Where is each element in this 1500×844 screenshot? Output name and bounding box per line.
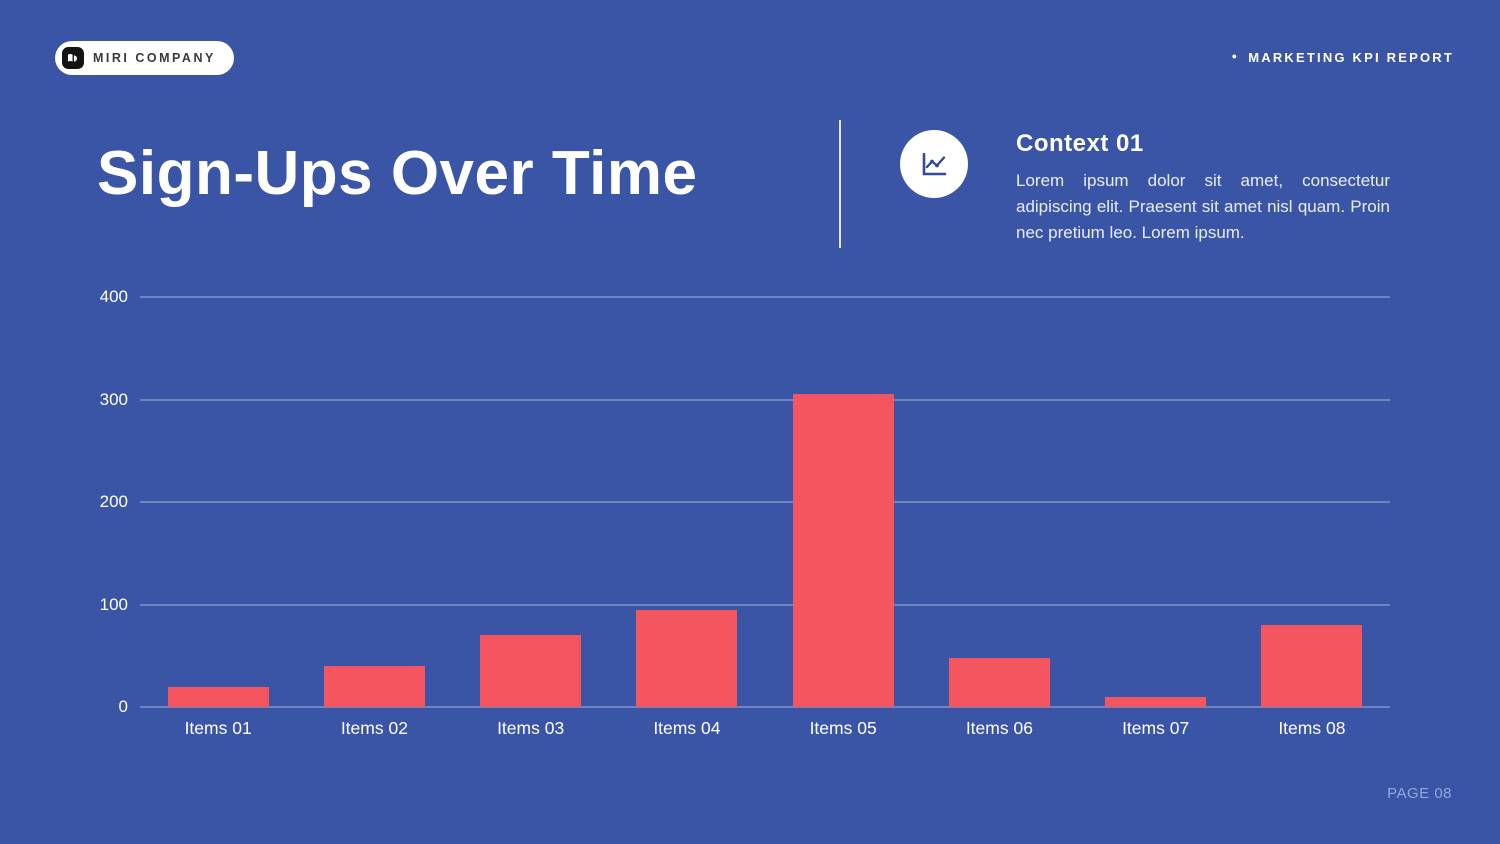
y-tick-label: 400 — [99, 287, 128, 306]
signups-bar-chart: 0 100 200 300 400 Items 01 Items 02 Items 03 It… — [100, 287, 1390, 739]
x-tick-label: Items 02 — [340, 718, 408, 738]
page-number: PAGE 08 — [1387, 785, 1452, 802]
line-chart-icon — [922, 152, 947, 176]
report-label-text: MARKETING KPI REPORT — [1248, 50, 1454, 65]
logo-text: MIRI COMPANY — [93, 51, 216, 65]
bar-slot — [140, 297, 296, 707]
plot-area: 0 100 200 300 400 — [100, 287, 1390, 716]
bar-items-07 — [1105, 696, 1207, 707]
x-tick-label: Items 07 — [1122, 718, 1190, 738]
bar-items-03 — [480, 635, 582, 707]
x-tick-label: Items 06 — [965, 718, 1033, 738]
chart-icon-badge — [900, 130, 968, 198]
bar-slot — [921, 297, 1077, 707]
bar-slot — [1234, 297, 1390, 707]
y-tick-label: 300 — [99, 389, 128, 409]
y-tick-label: 100 — [99, 594, 128, 614]
gridline-400 — [140, 296, 1390, 298]
bar-items-06 — [948, 657, 1050, 707]
y-tick-label: 200 — [99, 492, 128, 511]
report-label: ● MARKETING KPI REPORT — [1232, 50, 1454, 65]
context-body: Lorem ipsum dolor sit amet, consectetur … — [1016, 171, 1390, 242]
bar-slot — [765, 297, 921, 707]
x-axis-labels: Items 01 Items 02 Items 03 Items 04 Items 05… — [140, 718, 1390, 739]
bullet-icon: ● — [1231, 51, 1240, 61]
bar-items-08 — [1261, 625, 1363, 707]
gridline-300 — [140, 399, 1390, 400]
x-tick-label: Items 08 — [1278, 718, 1346, 738]
x-tick-label: Items 03 — [497, 718, 565, 738]
bar-items-05 — [792, 394, 894, 707]
bar-items-02 — [323, 666, 425, 707]
bar-slot — [1078, 297, 1234, 707]
bar-slot — [609, 297, 765, 707]
x-tick-label: Items 01 — [184, 718, 252, 738]
bar-slot — [453, 297, 609, 707]
gridline-100 — [140, 604, 1390, 605]
page-title: Sign-Ups Over Time — [97, 139, 698, 208]
divider — [839, 120, 841, 248]
bar-items-04 — [636, 609, 738, 707]
x-tick-label: Items 05 — [809, 718, 877, 738]
bar-slot — [296, 297, 452, 707]
gridline-0 — [140, 706, 1390, 708]
bars — [140, 297, 1390, 707]
context-heading: Context 01 — [1016, 130, 1144, 157]
book-logo-icon — [62, 47, 84, 69]
context-block: Context 01 Lorem ipsum dolor sit amet, c… — [1016, 130, 1390, 246]
y-tick-label: 0 — [118, 697, 128, 716]
gridline-200 — [140, 501, 1390, 503]
bar-items-01 — [167, 686, 269, 707]
x-tick-label: Items 04 — [653, 718, 721, 738]
logo-badge: MIRI COMPANY — [55, 41, 234, 75]
